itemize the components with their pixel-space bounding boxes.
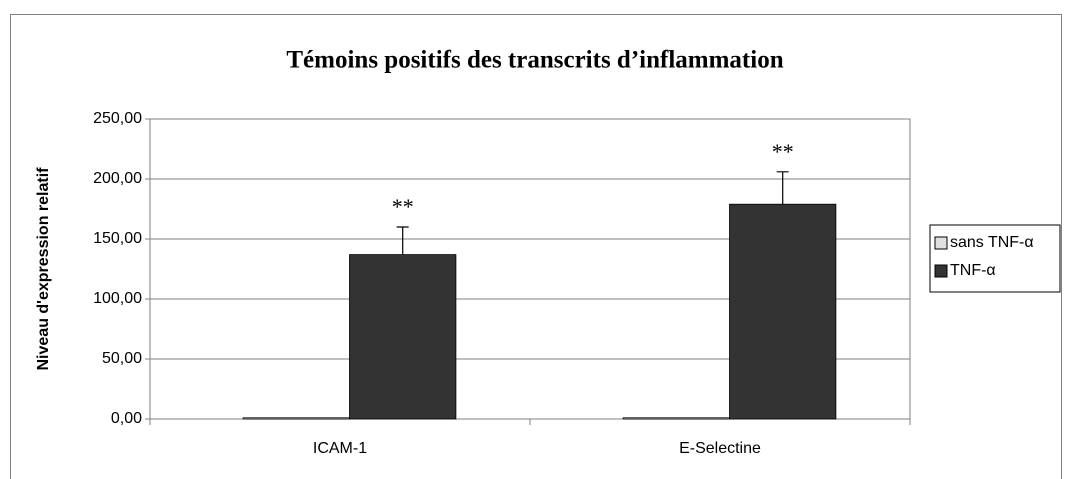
y-tick-label: 100,00 — [93, 290, 142, 307]
legend-swatch — [934, 264, 948, 278]
y-tick-label: 250,00 — [93, 110, 142, 127]
bar — [622, 417, 730, 420]
annotation: ** — [392, 194, 414, 219]
legend-box — [929, 224, 1061, 293]
y-axis-label: Niveau d'expression relatif — [35, 167, 52, 371]
bar — [242, 417, 350, 420]
y-tick-label: 0,00 — [111, 410, 142, 427]
bar — [729, 203, 837, 420]
legend-swatch — [934, 236, 948, 250]
bar — [349, 254, 457, 420]
y-tick-label: 150,00 — [93, 230, 142, 247]
y-tick-label: 50,00 — [102, 350, 142, 367]
legend-label: TNF-α — [950, 262, 996, 279]
legend-label: sans TNF-α — [950, 234, 1034, 251]
annotation: ** — [772, 139, 794, 164]
x-tick-label: ICAM-1 — [313, 440, 367, 457]
chart-title: Témoins positifs des transcrits d’inflam… — [286, 47, 783, 74]
x-tick-label: E-Selectine — [679, 440, 761, 457]
y-tick-label: 200,00 — [93, 170, 142, 187]
error-bar — [396, 226, 409, 255]
error-bar — [776, 171, 789, 205]
